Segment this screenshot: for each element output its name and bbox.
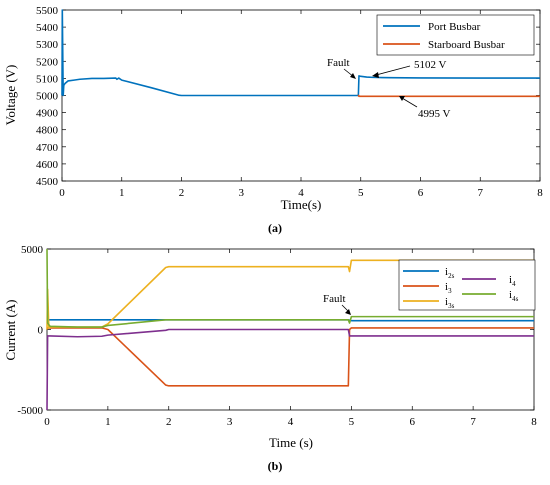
- y-tick-label: 4600: [36, 159, 59, 171]
- y-tick-label: 5400: [36, 22, 59, 34]
- y-tick-label: 4700: [36, 142, 59, 154]
- x-tick-label: 6: [418, 187, 424, 199]
- annotation-5102: 5102 V: [414, 59, 447, 71]
- series-line-starboard-busbar: [357, 94, 540, 98]
- x-tick-label: 3: [239, 187, 245, 199]
- x-tick-label: 8: [531, 416, 537, 428]
- x-tick-label: 4: [298, 187, 304, 199]
- x-tick-label: 0: [44, 416, 50, 428]
- x-tick-label: 3: [227, 416, 233, 428]
- series-line-i3s: [46, 259, 534, 330]
- legend-label-i3: i3: [445, 281, 452, 295]
- x-tick-label: 7: [470, 416, 476, 428]
- x-tick-label: 0: [59, 187, 65, 199]
- series-line-i4s: [46, 248, 534, 328]
- annotation-4995: 4995 V: [418, 108, 451, 120]
- y-tick-label: 5500: [36, 5, 59, 17]
- annotation-arrow-5102: [375, 65, 411, 76]
- legend-box: [376, 14, 535, 56]
- legend-label-i4s: i4s: [509, 289, 519, 303]
- annotation-fault-b: Fault: [323, 293, 346, 305]
- series-line-i4: [46, 328, 534, 411]
- series-line-port-busbar: [61, 9, 540, 97]
- x-tick-label: 4: [288, 416, 294, 428]
- x-tick-label: 1: [119, 187, 125, 199]
- legend-label-i3s: i3s: [445, 296, 455, 310]
- legend-label-i2s: i2s: [445, 266, 455, 280]
- y-axis-label: Current (A): [3, 299, 18, 360]
- arrowhead-4995: [399, 96, 405, 101]
- panel-label-b: (b): [268, 459, 283, 473]
- annotation-arrow-4995: [401, 97, 418, 108]
- voltage-chart: 0 1 2 3 4 5 6 7 8 4500 4600 4700 4800 4900 5000 5100 520…: [3, 5, 543, 235]
- y-tick-label: 5200: [36, 56, 59, 68]
- legend: i2s i3 i3s i4 i4s: [398, 259, 536, 311]
- y-axis-label: Voltage (V): [3, 65, 18, 126]
- y-tick-label: 4500: [36, 176, 59, 188]
- legend-label-starboard: Starboard Busbar: [428, 39, 505, 51]
- arrowhead-fault-a: [350, 73, 356, 79]
- y-tick-label: 5000: [36, 91, 59, 103]
- y-tick-label: 4800: [36, 125, 59, 137]
- y-tick-label: 5000: [21, 244, 44, 256]
- arrowhead-fault-b: [345, 309, 351, 315]
- series-lines: [61, 9, 540, 98]
- y-tick-label: -5000: [17, 405, 43, 417]
- legend-label-port: Port Busbar: [428, 21, 481, 33]
- x-axis-label: Time (s): [269, 435, 313, 450]
- legend-label-i4: i4: [509, 274, 516, 288]
- annotation-fault-a: Fault: [327, 57, 350, 69]
- x-tick-label: 1: [105, 416, 111, 428]
- panel-label-a: (a): [268, 221, 282, 235]
- series-lines: [46, 248, 534, 411]
- x-tick-label: 7: [478, 187, 484, 199]
- x-tick-label: 2: [166, 416, 172, 428]
- x-tick-label: 8: [537, 187, 543, 199]
- y-tick-label: 5100: [36, 73, 59, 85]
- x-tick-label: 2: [179, 187, 185, 199]
- tick-labels: 0 1 2 3 4 5 6 7 8 4500 4600 4700 4800 4900 5000 5100 520…: [36, 5, 543, 199]
- y-tick-label: 4900: [36, 108, 59, 120]
- arrowhead-5102: [372, 72, 379, 78]
- x-tick-label: 5: [349, 416, 355, 428]
- x-tick-label: 5: [358, 187, 364, 199]
- legend: Port Busbar Starboard Busbar: [376, 14, 535, 56]
- x-tick-label: 6: [410, 416, 416, 428]
- x-axis-label: Time(s): [281, 197, 322, 212]
- y-tick-label: 5300: [36, 39, 59, 51]
- y-tick-label: 0: [38, 325, 44, 337]
